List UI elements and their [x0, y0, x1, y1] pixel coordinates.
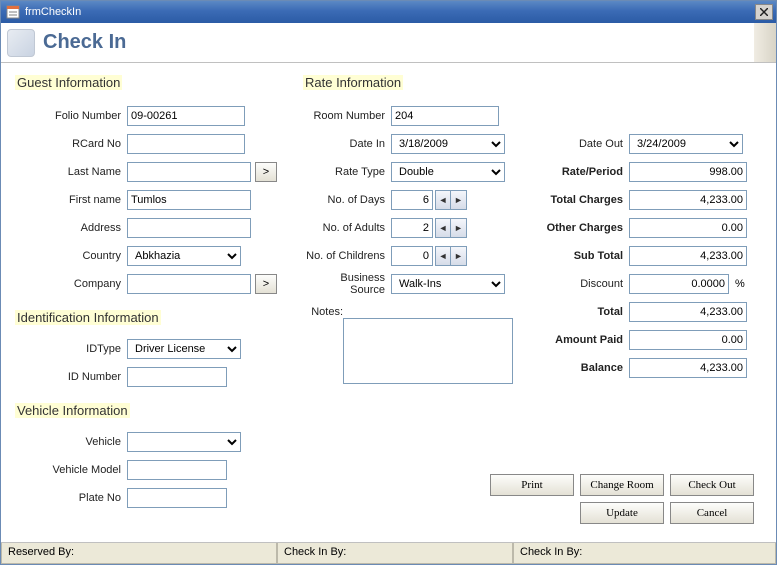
label-id-number: ID Number: [15, 371, 127, 383]
label-folio-number: Folio Number: [15, 110, 127, 122]
label-amount-paid: Amount Paid: [529, 334, 629, 346]
label-plate-no: Plate No: [15, 492, 127, 504]
total-charges-input[interactable]: [629, 190, 747, 210]
label-total-charges: Total Charges: [529, 194, 629, 206]
label-country: Country: [15, 250, 127, 262]
label-business-source: Business Source: [303, 272, 391, 296]
cancel-button[interactable]: Cancel: [670, 502, 754, 524]
label-date-in: Date In: [303, 138, 391, 150]
rate-type-select[interactable]: Double: [391, 162, 505, 182]
company-input[interactable]: [127, 274, 251, 294]
notes-textarea[interactable]: [343, 318, 513, 384]
label-room-number: Room Number: [303, 110, 391, 122]
rate-period-input[interactable]: [629, 162, 747, 182]
label-no-of-childrens: No. of Childrens: [303, 250, 391, 262]
label-rate-period: Rate/Period: [529, 166, 629, 178]
checkin-icon: [7, 29, 35, 57]
print-button[interactable]: Print: [490, 474, 574, 496]
statusbar: Reserved By: Check In By: Check In By:: [1, 542, 776, 564]
label-no-of-adults: No. of Adults: [303, 222, 391, 234]
vehicle-select[interactable]: [127, 432, 241, 452]
no-of-days-input[interactable]: [391, 190, 433, 210]
balance-input[interactable]: [629, 358, 747, 378]
label-other-charges: Other Charges: [529, 222, 629, 234]
adults-increment-button[interactable]: ►: [451, 218, 467, 238]
label-percent: %: [735, 278, 745, 290]
label-total: Total: [529, 306, 629, 318]
label-sub-total: Sub Total: [529, 250, 629, 262]
date-in-picker[interactable]: 3/18/2009: [391, 134, 505, 154]
label-balance: Balance: [529, 362, 629, 374]
update-button[interactable]: Update: [580, 502, 664, 524]
label-last-name: Last Name: [15, 166, 127, 178]
label-notes: Notes:: [303, 306, 343, 318]
rcard-no-input[interactable]: [127, 134, 245, 154]
label-no-of-days: No. of Days: [303, 194, 391, 206]
children-increment-button[interactable]: ►: [451, 246, 467, 266]
page-title: Check In: [43, 31, 126, 54]
adults-decrement-button[interactable]: ◄: [435, 218, 451, 238]
label-rcard-no: RCard No: [15, 138, 127, 150]
other-charges-input[interactable]: [629, 218, 747, 238]
section-identification: Identification Information: [15, 310, 161, 325]
business-source-select[interactable]: Walk-Ins: [391, 274, 505, 294]
amount-paid-input[interactable]: [629, 330, 747, 350]
status-reserved-by: Reserved By:: [1, 543, 277, 564]
vehicle-model-input[interactable]: [127, 460, 227, 480]
content-area: Guest Information Folio Number RCard No …: [1, 63, 776, 542]
first-name-input[interactable]: [127, 190, 251, 210]
label-company: Company: [15, 278, 127, 290]
sub-total-input[interactable]: [629, 246, 747, 266]
header-gradient: [754, 23, 776, 62]
check-out-button[interactable]: Check Out: [670, 474, 754, 496]
label-address: Address: [15, 222, 127, 234]
close-button[interactable]: [755, 4, 773, 20]
country-select[interactable]: Abkhazia: [127, 246, 241, 266]
children-decrement-button[interactable]: ◄: [435, 246, 451, 266]
label-vehicle: Vehicle: [15, 436, 127, 448]
id-type-select[interactable]: Driver License: [127, 339, 241, 359]
label-first-name: First name: [15, 194, 127, 206]
label-vehicle-model: Vehicle Model: [15, 464, 127, 476]
label-rate-type: Rate Type: [303, 166, 391, 178]
section-guest-info: Guest Information: [15, 75, 122, 90]
titlebar: frmCheckIn: [1, 1, 776, 23]
label-discount: Discount: [529, 278, 629, 290]
label-id-type: IDType: [15, 343, 127, 355]
section-vehicle: Vehicle Information: [15, 403, 130, 418]
id-number-input[interactable]: [127, 367, 227, 387]
plate-no-input[interactable]: [127, 488, 227, 508]
total-input[interactable]: [629, 302, 747, 322]
last-name-input[interactable]: [127, 162, 251, 182]
no-of-adults-input[interactable]: [391, 218, 433, 238]
label-date-out: Date Out: [529, 138, 629, 150]
address-input[interactable]: [127, 218, 251, 238]
status-checkin-by-2: Check In By:: [513, 543, 776, 564]
no-of-childrens-input[interactable]: [391, 246, 433, 266]
days-decrement-button[interactable]: ◄: [435, 190, 451, 210]
date-out-picker[interactable]: 3/24/2009: [629, 134, 743, 154]
app-icon: [5, 4, 21, 20]
room-number-input[interactable]: [391, 106, 499, 126]
section-rate-info: Rate Information: [303, 75, 403, 90]
days-increment-button[interactable]: ►: [451, 190, 467, 210]
last-name-lookup-button[interactable]: >: [255, 162, 277, 182]
header-strip: Check In: [1, 23, 776, 63]
change-room-button[interactable]: Change Room: [580, 474, 664, 496]
discount-input[interactable]: [629, 274, 729, 294]
status-checkin-by-1: Check In By:: [277, 543, 513, 564]
folio-number-input[interactable]: [127, 106, 245, 126]
company-lookup-button[interactable]: >: [255, 274, 277, 294]
window-title: frmCheckIn: [25, 6, 755, 18]
